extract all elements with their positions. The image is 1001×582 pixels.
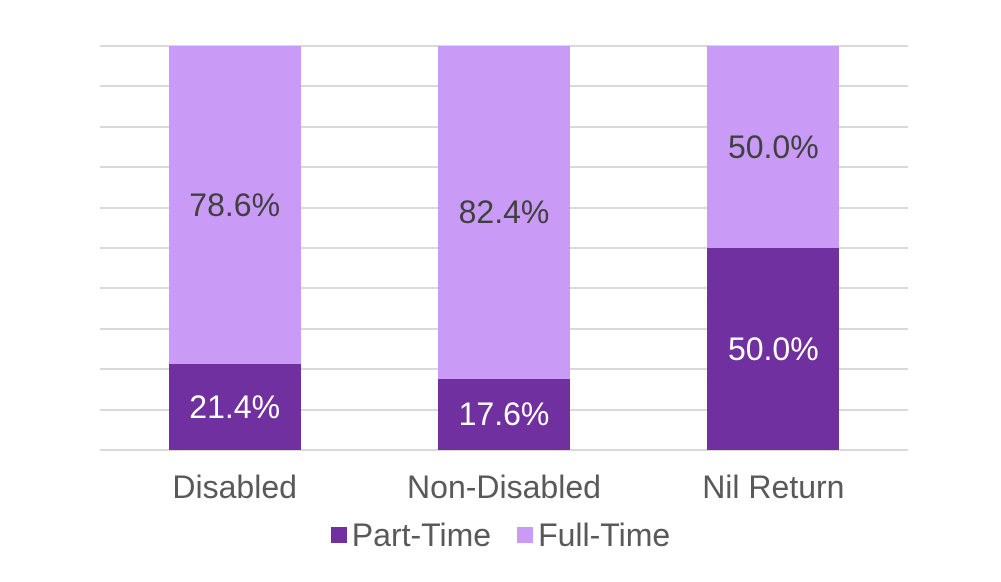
legend-label-part-time: Part-Time xyxy=(351,517,492,553)
legend-item-full-time: Full-Time xyxy=(517,519,670,551)
bar-nil-return: 50.0% 50.0% xyxy=(707,46,840,450)
segment-part-time-non-disabled: 17.6% xyxy=(437,378,570,450)
data-label-full-time-non-disabled: 82.4% xyxy=(458,194,550,231)
legend-swatch-full-time xyxy=(517,527,534,543)
segment-full-time-nil-return: 50.0% xyxy=(707,46,840,248)
segment-full-time-disabled: 78.6% xyxy=(168,46,301,364)
bars-container: 78.6% 21.4% 82.4% 17.6% 50.0% 50.0% xyxy=(100,46,908,450)
data-label-part-time-disabled: 21.4% xyxy=(189,388,281,425)
legend-label-full-time: Full-Time xyxy=(538,517,671,553)
gridline xyxy=(100,449,908,451)
legend: Part-Time Full-Time xyxy=(0,519,1001,551)
data-label-full-time-disabled: 78.6% xyxy=(189,186,281,223)
x-axis-label-non-disabled: Non-Disabled xyxy=(407,469,601,505)
data-label-part-time-nil-return: 50.0% xyxy=(727,331,819,367)
plot-area: 78.6% 21.4% 82.4% 17.6% 50.0% 50.0% xyxy=(100,45,908,451)
legend-swatch-part-time xyxy=(330,527,347,543)
bar-disabled: 78.6% 21.4% xyxy=(168,46,301,450)
x-axis-label-disabled: Disabled xyxy=(172,469,297,505)
segment-part-time-disabled: 21.4% xyxy=(168,363,301,450)
segment-part-time-nil-return: 50.0% xyxy=(707,248,840,450)
x-axis-labels: Disabled Non-Disabled Nil Return xyxy=(100,468,908,506)
segment-full-time-non-disabled: 82.4% xyxy=(437,46,570,379)
bar-slot-disabled: 78.6% 21.4% xyxy=(100,46,369,450)
bar-non-disabled: 82.4% 17.6% xyxy=(437,46,570,450)
bar-slot-non-disabled: 82.4% 17.6% xyxy=(369,46,638,450)
x-axis-label-nil-return: Nil Return xyxy=(702,469,845,505)
data-label-full-time-nil-return: 50.0% xyxy=(727,129,819,165)
legend-item-part-time: Part-Time xyxy=(330,517,492,553)
bar-slot-nil-return: 50.0% 50.0% xyxy=(639,46,908,450)
data-label-part-time-non-disabled: 17.6% xyxy=(458,396,550,433)
